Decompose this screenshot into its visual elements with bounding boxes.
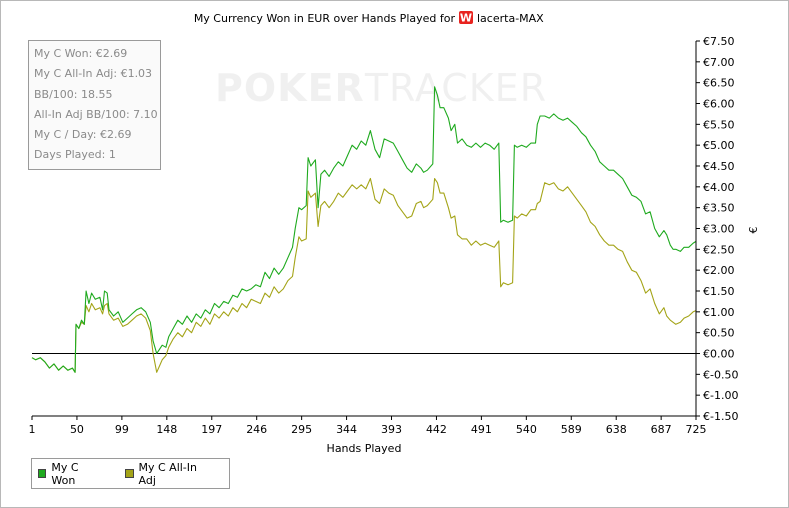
legend-label-adj: My C All-In Adj — [138, 460, 198, 487]
stat-all-in-adj-bb-100: All-In Adj BB/100: 7.10 — [34, 107, 158, 121]
x-axis-label: Hands Played — [327, 442, 402, 455]
x-axis: 1 50 99 148 197 246 295 344 393 442 491 540 589 638 68… — [29, 415, 707, 436]
x-tick-label: 50 — [70, 423, 84, 436]
y-tick-label: €4.00 — [703, 181, 735, 194]
y-tick-label: €3.50 — [703, 202, 735, 215]
y-tick-label: €1.00 — [703, 306, 735, 319]
x-tick-label: 1 — [29, 423, 36, 436]
x-tick-label: 393 — [381, 423, 402, 436]
x-tick-label: 442 — [426, 423, 447, 436]
site-logo-icon: W — [459, 11, 473, 25]
legend-item-won: My C Won — [38, 461, 101, 487]
legend: My C Won My C All-In Adj — [31, 458, 230, 489]
legend-label-won: My C Won — [51, 460, 79, 487]
y-tick-label: €0.50 — [703, 327, 735, 340]
stat-days-played: Days Played: 1 — [34, 148, 116, 162]
y-tick-label: €4.50 — [703, 160, 735, 173]
watermark-part1: POKER — [215, 66, 365, 110]
pokertracker-watermark: POKERTRACKER — [215, 66, 547, 110]
x-tick-label: 246 — [246, 423, 267, 436]
chart-title: My Currency Won in EUR over Hands Played… — [194, 12, 456, 25]
x-tick-label: 687 — [651, 423, 672, 436]
x-tick-label: 99 — [115, 423, 129, 436]
stat-all-in-adj: My C All-In Adj: €1.03 — [34, 67, 153, 81]
y-tick-label: €1.50 — [703, 285, 735, 298]
y-tick-label: €-0.50 — [703, 368, 738, 381]
series-line-my-c-won — [31, 86, 697, 373]
y-tick-label: €5.00 — [703, 139, 735, 152]
legend-swatch-won — [38, 469, 47, 478]
stats-box: My C Won: €2.69 My C All-In Adj: €1.03 B… — [28, 40, 161, 170]
x-tick-label: 638 — [606, 423, 627, 436]
y-tick-label: €7.50 — [703, 35, 735, 48]
chart-title-player: lacerta-MAX — [477, 12, 544, 25]
legend-swatch-adj — [125, 469, 134, 478]
stat-bb-100: BB/100: 18.55 — [34, 87, 113, 101]
stat-my-c-won: My C Won: €2.69 — [34, 47, 128, 60]
y-tick-label: €-1.00 — [703, 389, 738, 402]
y-tick-label: €7.00 — [703, 56, 735, 69]
series-line-my-c-all-in-adj — [31, 177, 697, 373]
x-tick-label: 295 — [291, 423, 312, 436]
y-axis: €7.50 €7.00 €6.50 €6.00 €5.50 €5.00 €4.50 €4.00… — [695, 35, 738, 423]
x-tick-label: 589 — [561, 423, 582, 436]
x-tick-label: 197 — [201, 423, 222, 436]
x-tick-label: 148 — [156, 423, 177, 436]
y-axis-label: € — [747, 227, 760, 234]
chart-title-group: My Currency Won in EUR over Hands Played… — [194, 11, 544, 25]
y-tick-label: €6.50 — [703, 77, 735, 90]
stat-per-day: My C / Day: €2.69 — [34, 128, 132, 142]
y-tick-label: €2.00 — [703, 264, 735, 277]
y-tick-label: €0.00 — [703, 348, 735, 361]
x-tick-label: 344 — [336, 423, 357, 436]
x-tick-label: 540 — [516, 423, 537, 436]
y-tick-label: €3.00 — [703, 223, 735, 236]
y-tick-label: €5.50 — [703, 118, 735, 131]
y-tick-label: €2.50 — [703, 243, 735, 256]
y-tick-label: €6.00 — [703, 98, 735, 111]
x-tick-label: 491 — [471, 423, 492, 436]
legend-item-adj: My C All-In Adj — [125, 461, 211, 487]
watermark-part2: TRACKER — [364, 66, 548, 110]
svg-text:W: W — [460, 12, 472, 25]
plot-area — [31, 86, 697, 373]
x-tick-label: 725 — [686, 423, 707, 436]
y-tick-label: €-1.50 — [703, 410, 738, 423]
